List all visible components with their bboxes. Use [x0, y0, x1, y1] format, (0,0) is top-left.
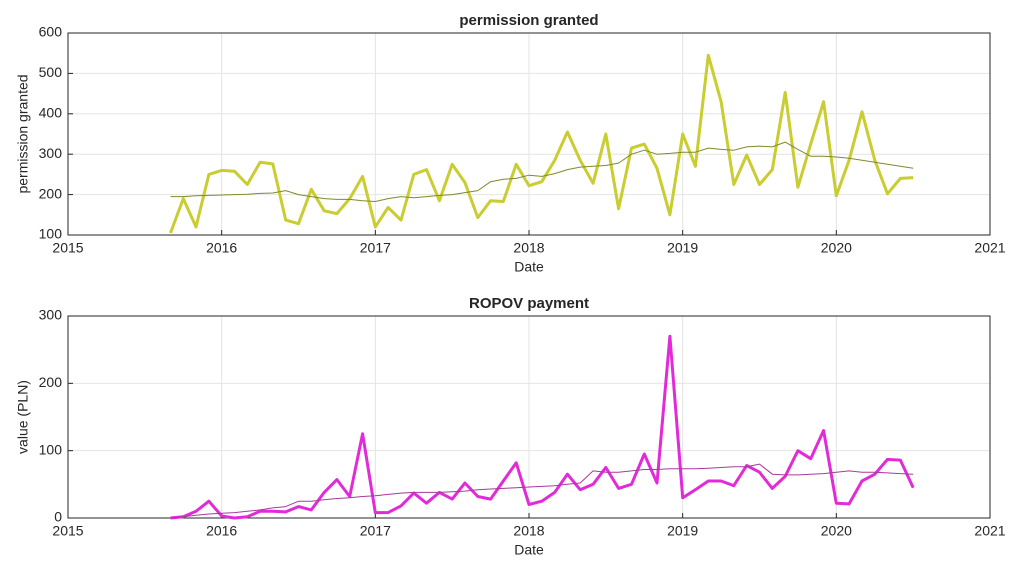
x-tick-label: 2015: [52, 523, 83, 539]
y-tick-label: 300: [39, 307, 63, 323]
y-tick-label: 100: [39, 226, 63, 242]
x-tick-label: 2016: [206, 240, 237, 256]
y-tick-label: 600: [39, 24, 63, 40]
y-axis-label: value (PLN): [15, 380, 31, 454]
x-tick-label: 2016: [206, 523, 237, 539]
x-tick-label: 2020: [821, 240, 852, 256]
data-line: [170, 141, 914, 202]
y-tick-label: 100: [39, 441, 63, 457]
x-axis-label: Date: [514, 259, 544, 275]
x-tick-label: 2019: [667, 523, 698, 539]
x-axis-label: Date: [514, 542, 544, 558]
data-line: [169, 53, 914, 234]
x-tick-label: 2018: [513, 523, 544, 539]
x-tick-label: 2017: [360, 523, 391, 539]
axes-box: [67, 32, 991, 236]
y-tick-label: 0: [54, 509, 62, 525]
y-tick-label: 200: [39, 185, 63, 201]
y-tick-label: 400: [39, 105, 63, 121]
x-tick-label: 2019: [667, 240, 698, 256]
axes-box: [67, 315, 991, 519]
y-tick-label: 300: [39, 145, 63, 161]
x-tick-label: 2015: [52, 240, 83, 256]
x-tick-label: 2017: [360, 240, 391, 256]
y-tick-label: 500: [39, 64, 63, 80]
x-tick-label: 2021: [974, 240, 1005, 256]
x-tick-label: 2018: [513, 240, 544, 256]
x-tick-label: 2021: [974, 523, 1005, 539]
y-tick-label: 200: [39, 374, 63, 390]
data-line: [170, 463, 914, 519]
chart-title: permission granted: [459, 12, 598, 29]
y-axis-label: permission granted: [15, 74, 31, 193]
x-tick-label: 2020: [821, 523, 852, 539]
chart-title: ROPOV payment: [469, 295, 589, 312]
data-line: [170, 334, 915, 520]
